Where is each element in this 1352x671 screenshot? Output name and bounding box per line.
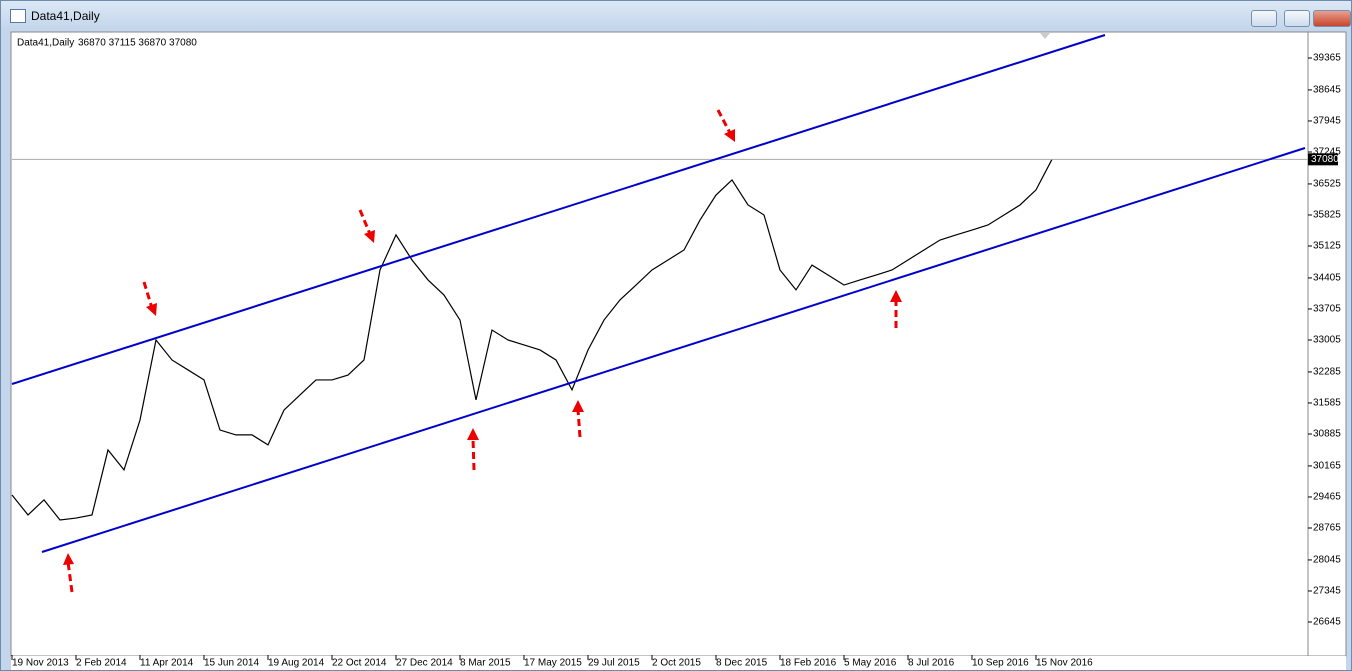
y-tick-label: 26645 [1313, 617, 1341, 628]
marks: 39365 38645 37945 37245 36525 35825 35125 34405… [11, 53, 1341, 669]
arrows [63, 109, 902, 593]
last-price-label: 37080 [1311, 154, 1339, 165]
x-tick-label: 8 Dec 2015 [716, 658, 768, 669]
x-tick-label: 17 May 2015 [524, 658, 582, 669]
y-tick-label: 29465 [1313, 492, 1341, 503]
y-tick-label: 30165 [1313, 461, 1341, 472]
chart-title: Data41,Daily [17, 38, 74, 49]
price-line [11, 159, 1053, 521]
y-tick-label: 34405 [1313, 273, 1341, 284]
time-axis [11, 656, 1346, 670]
price-axis [1307, 31, 1347, 657]
x-tick-label: 5 May 2016 [844, 658, 897, 669]
shift-marker [1040, 33, 1050, 39]
y-tick-label: 33005 [1313, 335, 1341, 346]
close-button[interactable] [1313, 10, 1351, 27]
window-icon [10, 9, 26, 23]
upper-channel-line [11, 34, 1106, 385]
lower-channel-line [41, 147, 1306, 553]
x-tick-label: 8 Mar 2015 [460, 658, 511, 669]
x-tick-label: 29 Jul 2015 [588, 658, 640, 669]
maximize-button[interactable] [1284, 10, 1310, 27]
y-tick-label: 31585 [1313, 398, 1341, 409]
last-price-box [1308, 153, 1338, 166]
y-tick-label: 35125 [1313, 241, 1341, 252]
y-tick-label: 28765 [1313, 523, 1341, 534]
x-tick-label: 18 Feb 2016 [780, 658, 837, 669]
minimize-button[interactable] [1251, 10, 1277, 27]
y-tick-label: 33705 [1313, 304, 1341, 315]
y-tick-label: 30885 [1313, 429, 1341, 440]
y-tick-label: 38645 [1313, 85, 1341, 96]
x-tick-label: 15 Jun 2014 [204, 658, 259, 669]
y-tick-label: 37245 [1313, 147, 1341, 158]
x-tick-label: 15 Nov 2016 [1036, 658, 1093, 669]
x-tick-label: 11 Apr 2014 [140, 658, 194, 669]
x-tick-label: 22 Oct 2014 [332, 658, 387, 669]
x-tick-label: 27 Dec 2014 [396, 658, 453, 669]
x-tick-label: 10 Sep 2016 [972, 658, 1029, 669]
y-tick-label: 39365 [1313, 53, 1341, 64]
y-tick-label: 37945 [1313, 116, 1341, 127]
window-title: Data41,Daily [31, 9, 100, 23]
ohlc-info: 36870 37115 36870 37080 [78, 38, 197, 49]
y-tick-label: 28045 [1313, 555, 1341, 566]
y-tick-label: 27345 [1313, 586, 1341, 597]
x-tick-label: 19 Nov 2013 [12, 658, 69, 669]
x-tick-label: 2 Oct 2015 [652, 658, 701, 669]
y-tick-label: 32285 [1313, 367, 1341, 378]
x-tick-label: 8 Jul 2016 [908, 658, 955, 669]
x-tick-label: 2 Feb 2014 [76, 658, 127, 669]
plot-area [10, 31, 1309, 657]
y-tick-label: 36525 [1313, 179, 1341, 190]
y-tick-label: 35825 [1313, 210, 1341, 221]
x-tick-label: 19 Aug 2014 [268, 658, 325, 669]
title-bar: Data41,Daily [1, 1, 1351, 31]
